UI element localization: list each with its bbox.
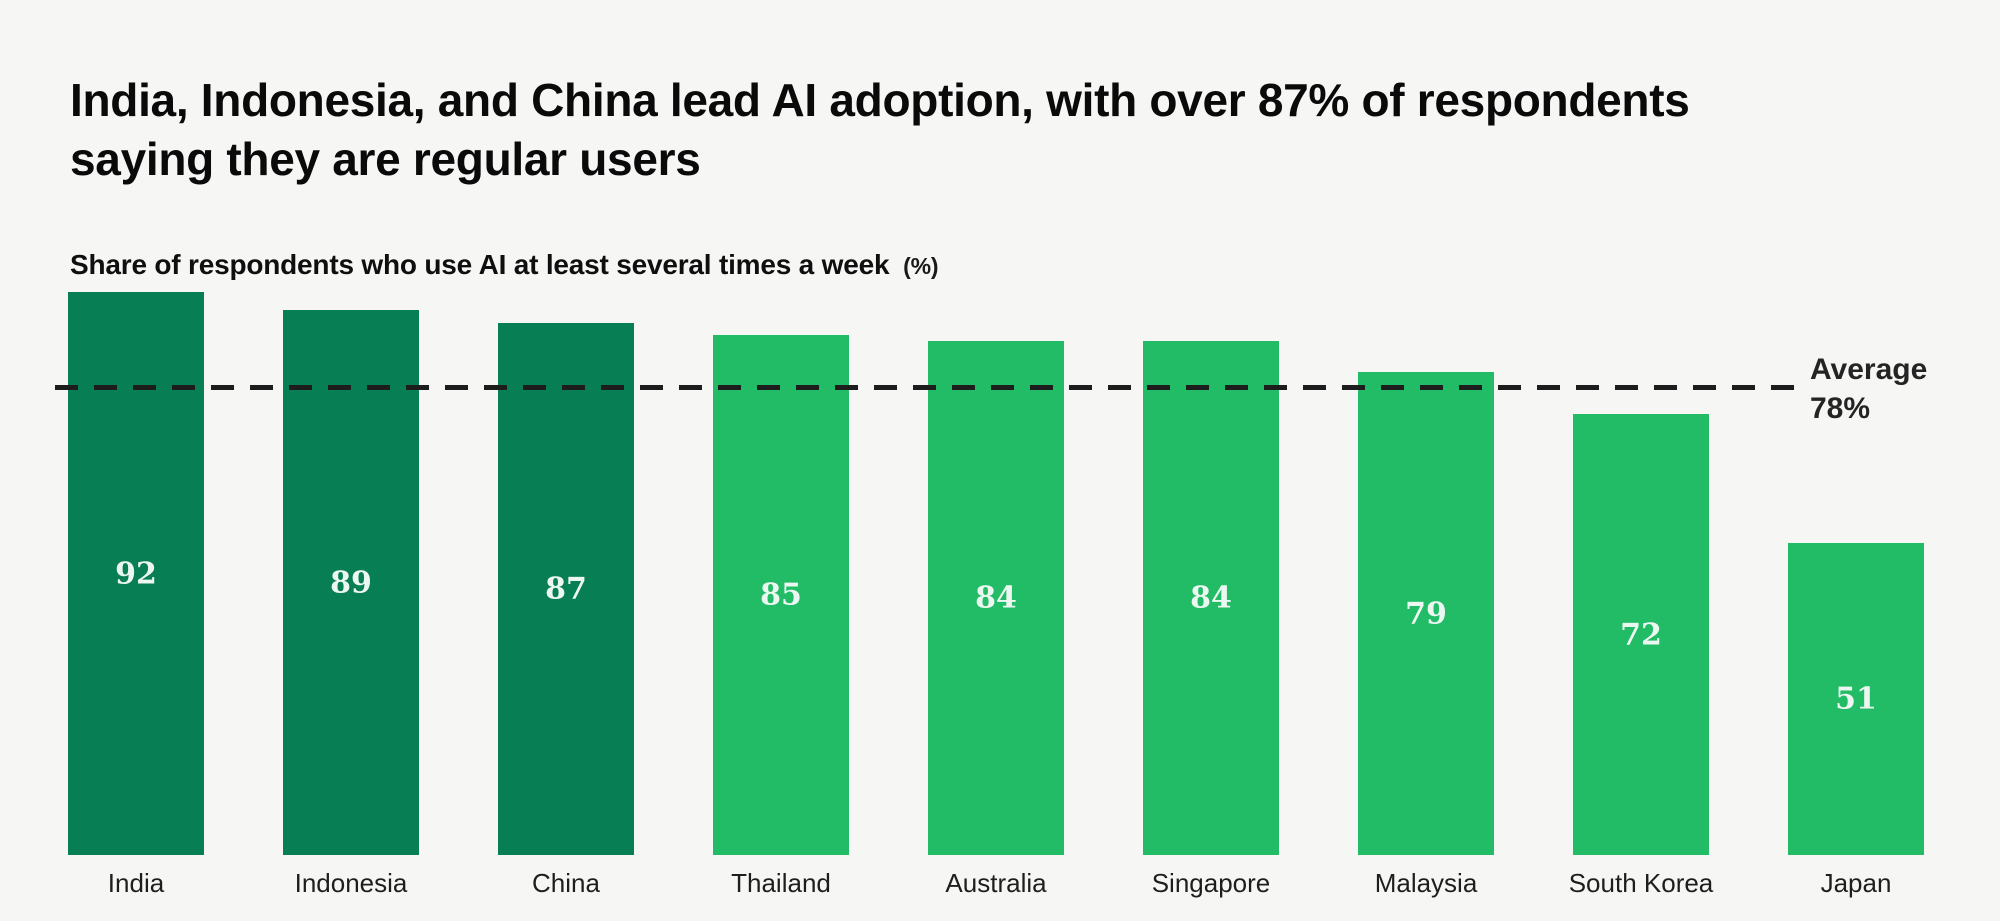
bar-value-label-malaysia: 79: [1405, 596, 1447, 631]
bar-value-label-australia: 84: [975, 580, 1017, 616]
bar-value-label-south-korea: 72: [1620, 617, 1662, 652]
bar-singapore: 84: [1143, 341, 1279, 855]
average-annotation-label: Average: [1810, 353, 1928, 386]
bar-value-label-thailand: 85: [760, 577, 802, 613]
x-axis-label-south-korea: South Korea: [1568, 868, 1714, 898]
bar-south-korea: 72: [1573, 414, 1709, 855]
x-axis-label-thailand: Thailand: [731, 868, 831, 898]
bar-value-label-singapore: 84: [1190, 580, 1232, 616]
bar-value-label-china: 87: [545, 571, 587, 607]
chart-subtitle: Share of respondents who use AI at least…: [70, 249, 938, 281]
x-axis-label-australia: Australia: [945, 868, 1047, 898]
average-dashed-line: [55, 385, 1796, 390]
bar-japan: 51: [1788, 543, 1924, 855]
bar-malaysia: 79: [1358, 372, 1494, 855]
bar-value-label-india: 92: [115, 556, 157, 591]
chart-subtitle-text: Share of respondents who use AI at least…: [70, 249, 890, 280]
bar-india: 92: [68, 292, 204, 855]
x-axis-label-china: China: [532, 868, 600, 898]
chart-title: India, Indonesia, and China lead AI adop…: [70, 71, 1950, 189]
x-axis-label-singapore: Singapore: [1151, 868, 1271, 898]
chart-title-line-2: saying they are regular users: [70, 132, 701, 185]
bar-value-label-japan: 51: [1835, 681, 1877, 717]
x-axis-label-malaysia: Malaysia: [1374, 868, 1478, 898]
bar-value-label-indonesia: 89: [330, 565, 372, 600]
x-axis-label-india: India: [107, 868, 165, 898]
x-axis-label-indonesia: Indonesia: [294, 868, 408, 898]
chart-title-line-1: India, Indonesia, and China lead AI adop…: [70, 73, 1690, 126]
average-annotation-value: 78%: [1810, 392, 1871, 425]
bar-australia: 84: [928, 341, 1064, 855]
bar-china: 87: [498, 323, 634, 855]
bar-thailand: 85: [713, 335, 849, 855]
bar-indonesia: 89: [283, 310, 419, 855]
average-annotation: Average 78%: [1810, 350, 1927, 428]
chart-unit-label: (%): [903, 253, 939, 279]
x-axis-label-japan: Japan: [1820, 868, 1892, 898]
